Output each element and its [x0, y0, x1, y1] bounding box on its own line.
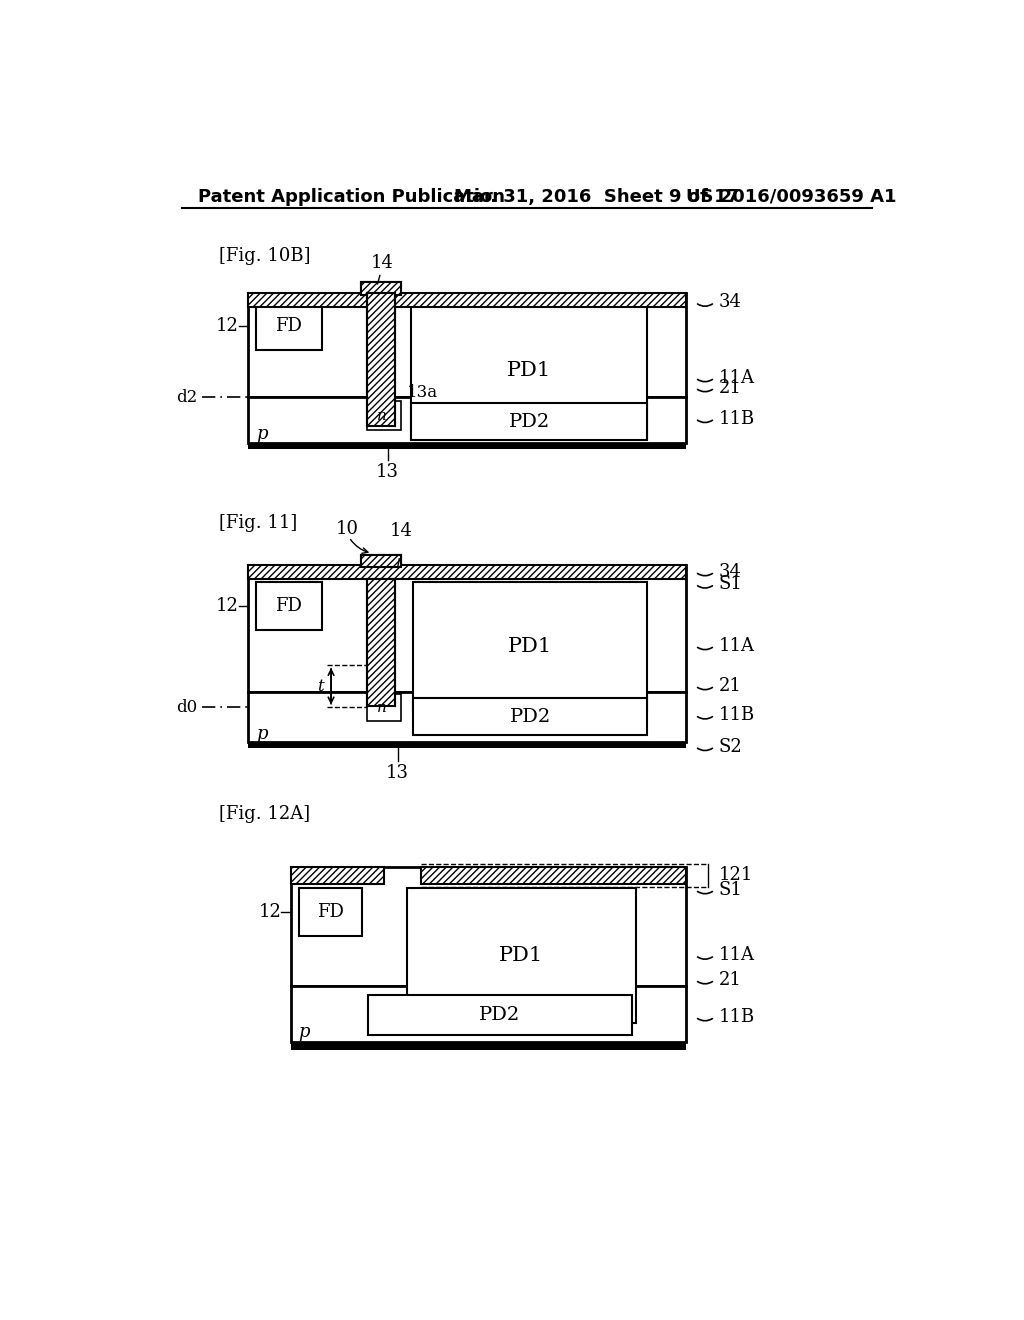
Text: 14: 14 [371, 253, 393, 272]
Text: 34: 34 [719, 293, 741, 312]
Text: S1: S1 [719, 880, 742, 899]
Text: 13: 13 [386, 763, 410, 781]
Bar [248, 742, 686, 748]
Text: t: t [316, 677, 324, 694]
Text: S1: S1 [719, 576, 742, 593]
Bar [291, 986, 686, 1043]
Text: [Fig. 10B]: [Fig. 10B] [219, 247, 311, 265]
Text: Patent Application Publication: Patent Application Publication [198, 187, 505, 206]
Bar [369, 995, 632, 1035]
Bar [256, 302, 322, 350]
Text: 12: 12 [216, 317, 239, 335]
Text: d2: d2 [176, 388, 198, 405]
Text: [Fig. 11]: [Fig. 11] [219, 515, 298, 532]
Text: US 2016/0093659 A1: US 2016/0093659 A1 [686, 187, 896, 206]
Bar [256, 582, 322, 630]
Text: FD: FD [316, 903, 344, 921]
Bar [360, 554, 400, 566]
Bar [414, 582, 647, 711]
Text: FD: FD [275, 317, 302, 335]
Text: p: p [299, 1023, 310, 1040]
Text: n: n [377, 701, 387, 715]
Text: 11A: 11A [719, 946, 755, 965]
Text: Mar. 31, 2016  Sheet 9 of 17: Mar. 31, 2016 Sheet 9 of 17 [454, 187, 738, 206]
Text: PD1: PD1 [499, 946, 544, 965]
Bar [411, 404, 647, 441]
Text: 21: 21 [719, 677, 741, 694]
Bar [248, 293, 686, 397]
Text: 11A: 11A [719, 636, 755, 655]
Text: 34: 34 [719, 562, 741, 581]
Bar [421, 867, 686, 884]
Text: 121: 121 [719, 866, 753, 884]
Text: d0: d0 [176, 698, 198, 715]
Bar [248, 692, 686, 742]
Text: FD: FD [275, 597, 302, 615]
Text: S2: S2 [719, 738, 742, 755]
Text: 21: 21 [719, 379, 741, 397]
Text: p: p [256, 726, 267, 743]
Text: PD1: PD1 [508, 638, 552, 656]
Bar [291, 867, 686, 986]
Text: PD2: PD2 [510, 708, 551, 726]
Bar [248, 444, 686, 449]
Text: 13a: 13a [407, 384, 438, 401]
Text: [Fig. 12A]: [Fig. 12A] [219, 805, 310, 824]
Bar [367, 694, 400, 721]
Bar [411, 302, 647, 440]
Bar [248, 565, 686, 578]
Bar [360, 554, 400, 566]
Bar [367, 401, 400, 430]
Text: 14: 14 [389, 523, 413, 540]
Text: 12: 12 [216, 597, 239, 615]
Text: PD2: PD2 [509, 413, 550, 430]
Text: n: n [377, 409, 387, 422]
Bar [367, 293, 394, 426]
Text: p: p [256, 425, 267, 444]
Bar [360, 281, 400, 294]
Bar [291, 867, 384, 884]
Text: 11A: 11A [719, 368, 755, 387]
Text: 10: 10 [336, 520, 358, 539]
Text: 21: 21 [719, 972, 741, 989]
Bar [291, 1043, 686, 1051]
Bar [360, 281, 400, 294]
Bar [248, 397, 686, 444]
Text: PD1: PD1 [507, 362, 551, 380]
Bar [299, 888, 362, 936]
Text: 11B: 11B [719, 1008, 755, 1026]
Bar [407, 888, 636, 1023]
Bar [367, 578, 394, 706]
Text: 11B: 11B [719, 706, 755, 725]
Bar [248, 565, 686, 692]
Text: 13: 13 [376, 462, 399, 480]
Text: PD2: PD2 [479, 1006, 520, 1024]
Bar [414, 698, 647, 735]
Text: 11B: 11B [719, 409, 755, 428]
Text: 12: 12 [259, 903, 282, 921]
Bar [248, 293, 686, 308]
